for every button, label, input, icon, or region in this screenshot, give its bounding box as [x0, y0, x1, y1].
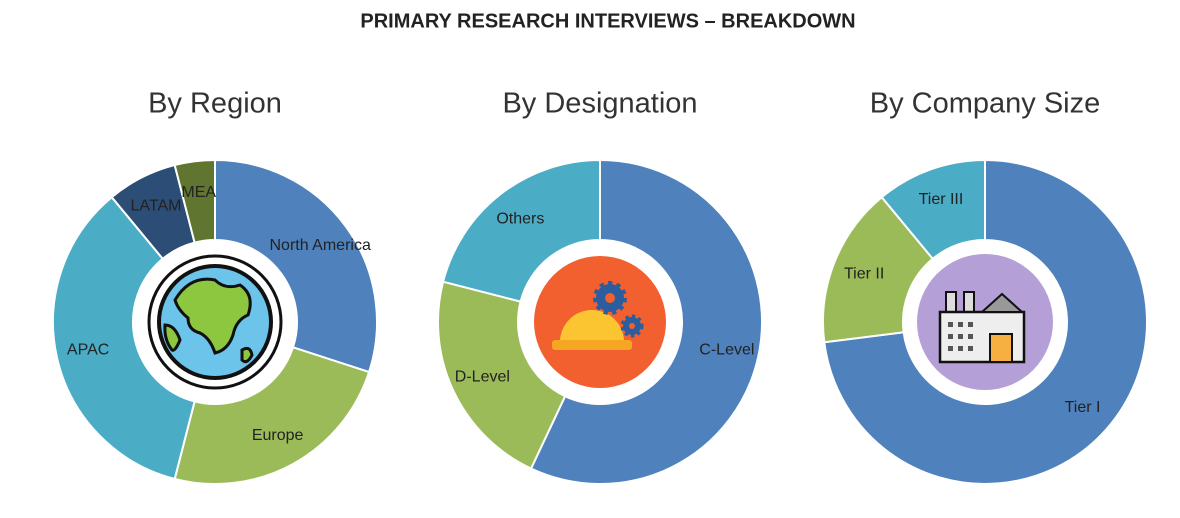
donut-slice [441, 158, 601, 303]
slice-label: North America [269, 237, 370, 254]
main-title: PRIMARY RESEARCH INTERVIEWS – BREAKDOWN [360, 10, 855, 32]
slice-label: MEA [181, 184, 216, 201]
factory-icon [903, 240, 1067, 404]
slice-label: Tier II [844, 265, 884, 282]
slice-label: Tier I [1065, 399, 1101, 416]
chart-title: By Region [148, 88, 282, 120]
slice-label: Tier III [919, 191, 964, 208]
chart-title: By Company Size [870, 88, 1101, 120]
slice-label: APAC [67, 342, 109, 359]
slice-label: LATAM [130, 197, 181, 214]
slice-label: D-Level [455, 369, 510, 386]
slice-label: Others [496, 210, 544, 227]
slice-label: Europe [252, 427, 304, 444]
slice-label: C-Level [699, 342, 754, 359]
globe-icon [133, 240, 297, 404]
chart-title: By Designation [502, 88, 697, 120]
designation-icon [518, 240, 682, 404]
